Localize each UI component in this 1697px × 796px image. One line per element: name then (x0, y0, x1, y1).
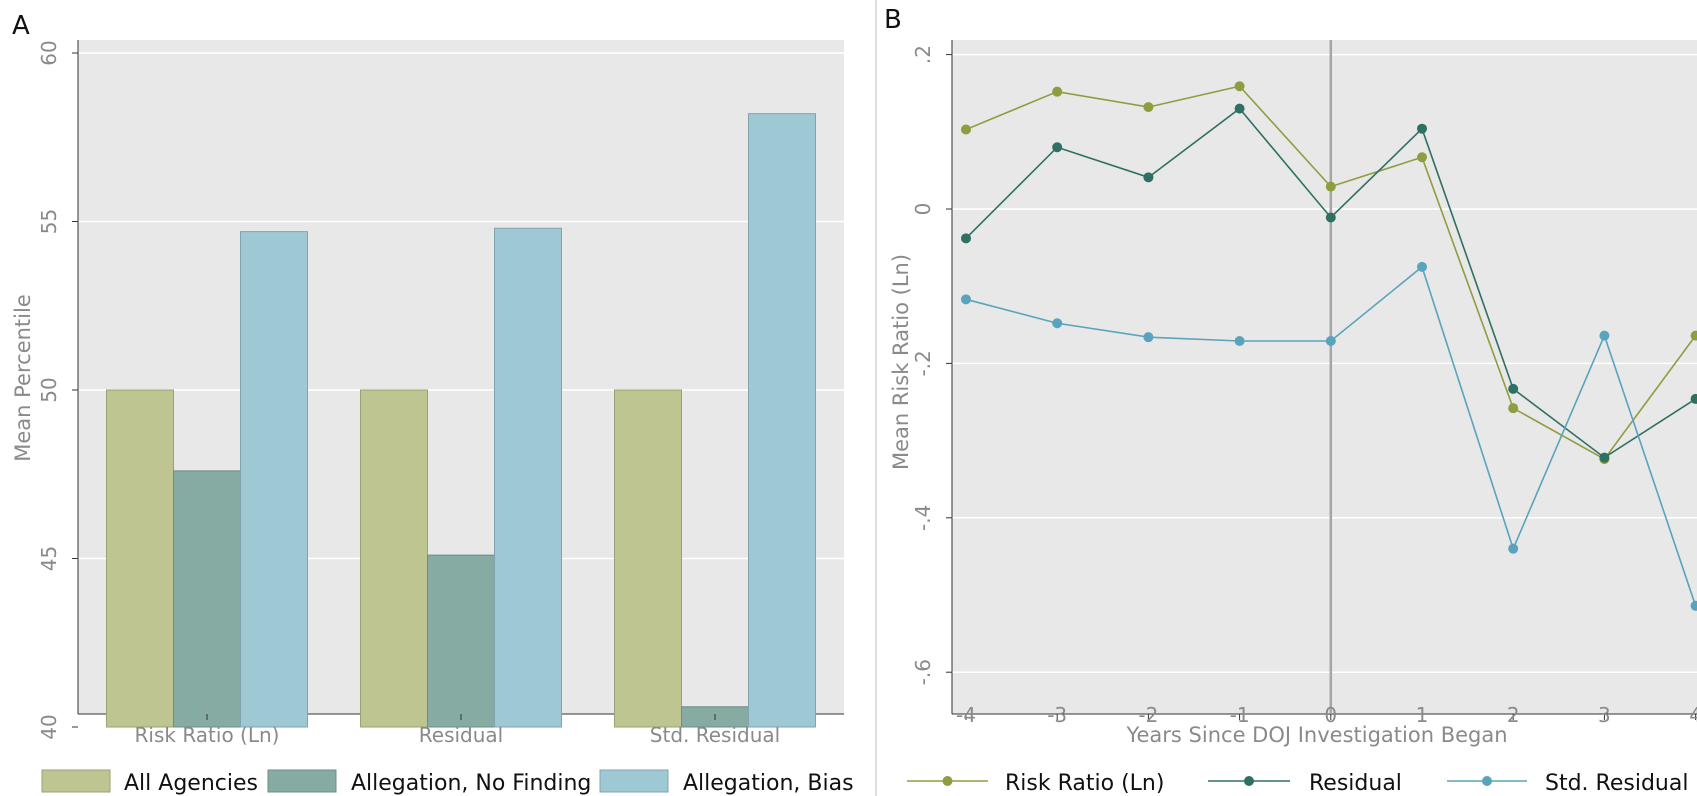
panel-a-y-axis-title: Mean Percentile (11, 294, 35, 462)
panel-b-y-tick-label: 0 (911, 203, 935, 216)
series-point-2-2 (1143, 332, 1154, 343)
bar-1-1 (427, 554, 495, 728)
panel-b-y-tick-label: .2 (911, 45, 935, 64)
series-point-2-7 (1599, 330, 1610, 341)
panel-b-y-axis-title: Mean Risk Ratio (Ln) (889, 254, 913, 470)
panel-b-x-tick-label: -2 (1138, 703, 1158, 727)
series-point-2-4 (1325, 336, 1336, 347)
panel-b-x-tick-label: 4 (1689, 703, 1697, 727)
panel-a-x-tick-label: Residual (419, 723, 503, 747)
panel-b-y-tick-label: -.4 (911, 505, 935, 531)
panel-a-y-tick-label: 40 (37, 714, 61, 739)
bar-1-2 (494, 227, 562, 728)
panel-b-x-tick-label: 2 (1507, 703, 1520, 727)
legend-series-label-0: Risk Ratio (Ln) (1005, 771, 1164, 796)
series-point-0-3 (1234, 81, 1245, 92)
panel-b-y-tick-label: -.6 (911, 659, 935, 685)
panel-a-legend: All Agencies Allegation, No Finding Allega… (41, 769, 854, 796)
legend-swatch-0 (41, 769, 111, 793)
series-point-0-2 (1143, 102, 1154, 113)
panel-a-y-tick-label: 50 (37, 377, 61, 402)
bar-1-0 (360, 389, 428, 728)
series-point-0-5 (1417, 152, 1427, 163)
series-point-2-3 (1234, 336, 1245, 347)
legend-marker-1 (1244, 776, 1254, 786)
bar-2-0 (614, 389, 682, 728)
panel-b-x-tick-label: -1 (1230, 703, 1250, 727)
panel-a-x-tick-label: Risk Ratio (Ln) (135, 723, 280, 747)
series-point-0-1 (1052, 86, 1063, 97)
panel-b-legend: Risk Ratio (Ln) Residual Std. Residual (907, 771, 1688, 796)
series-point-1-8 (1690, 393, 1697, 404)
panel-b-y-tick-label: -.2 (911, 350, 935, 376)
series-point-1-7 (1599, 452, 1610, 463)
panel-b-x-tick-label: -4 (956, 703, 976, 727)
series-point-1-0 (961, 233, 971, 244)
panel-a: A 40 45 50 55 60 Risk Ratio (Ln) Residual Std. R… (11, 11, 854, 796)
panel-a-y-tick-label: 55 (37, 209, 61, 234)
legend-swatch-2 (599, 769, 669, 793)
panel-b-label: B (884, 5, 902, 35)
legend-label-1: Allegation, No Finding (351, 771, 591, 796)
legend-series-label-1: Residual (1309, 771, 1402, 796)
series-point-1-6 (1508, 383, 1519, 394)
series-point-1-5 (1417, 123, 1427, 134)
panel-a-y-tick-label: 60 (37, 40, 61, 65)
bar-0-0 (106, 389, 174, 728)
panel-b-x-tick-label: -3 (1047, 703, 1067, 727)
series-point-2-8 (1690, 600, 1697, 611)
legend-label-2: Allegation, Bias (683, 771, 854, 796)
legend-swatch-1 (267, 769, 337, 793)
series-point-2-6 (1508, 543, 1519, 554)
bar-0-1 (173, 470, 241, 728)
panel-b-x-tick-label: 0 (1324, 703, 1337, 727)
series-point-1-1 (1052, 142, 1063, 153)
legend-label-0: All Agencies (124, 771, 258, 796)
series-point-2-1 (1052, 318, 1063, 329)
series-point-1-4 (1325, 212, 1336, 223)
bar-2-2 (748, 113, 816, 728)
series-point-0-0 (961, 124, 971, 135)
panel-b-x-axis-title: Years Since DOJ Investigation Began (1125, 723, 1507, 747)
legend-marker-2 (1482, 776, 1492, 786)
panel-b: B .2 0 -.2 -.4 -.6 -4 -3 -2 -1 0 1 2 3 4 Years Since DO… (884, 5, 1697, 796)
panel-b-x-tick-label: 1 (1416, 703, 1429, 727)
panel-a-label: A (12, 11, 30, 41)
panel-b-x-tick-label: 3 (1598, 703, 1611, 727)
series-point-0-4 (1325, 181, 1336, 192)
series-point-0-8 (1690, 330, 1697, 341)
panel-a-x-tick-label: Std. Residual (650, 723, 780, 747)
legend-marker-0 (942, 776, 953, 786)
legend-series-label-2: Std. Residual (1545, 771, 1688, 796)
series-point-0-6 (1508, 403, 1519, 414)
bar-0-2 (240, 231, 308, 728)
series-point-2-5 (1417, 261, 1427, 272)
series-point-1-2 (1143, 172, 1154, 183)
series-point-2-0 (961, 294, 971, 305)
panel-a-y-tick-label: 45 (37, 546, 61, 571)
panel-b-plot-area (952, 40, 1697, 714)
series-point-1-3 (1234, 103, 1245, 114)
